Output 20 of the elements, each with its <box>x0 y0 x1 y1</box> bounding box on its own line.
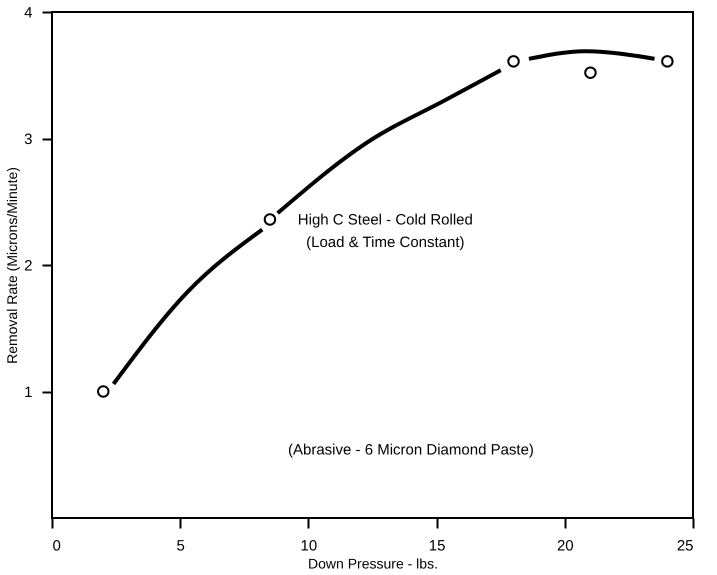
x-tick-label: 25 <box>676 538 694 554</box>
y-tick-label: 4 <box>24 4 32 22</box>
point <box>97 385 110 398</box>
point <box>264 213 276 226</box>
x-tick-label: 20 <box>556 538 574 554</box>
x-tick-label: 10 <box>300 538 318 554</box>
point <box>507 55 520 68</box>
x-tick-label: 5 <box>176 538 185 554</box>
x-tick-label: 0 <box>52 538 61 554</box>
point <box>584 66 597 79</box>
y-tick-label: 1 <box>24 384 32 401</box>
annotation: High C Steel - Cold Rolled <box>298 211 473 228</box>
y-tick-label: 3 <box>24 131 32 148</box>
y-tick-label: 2 <box>24 258 32 274</box>
point <box>661 55 674 68</box>
y-axis-title: Removal Rate (Microns/Minute) <box>4 167 20 364</box>
annotation: (Load & Time Constant) <box>306 234 465 252</box>
x-tick-label: 15 <box>428 538 446 554</box>
annotation: (Abrasive - 6 Micron Diamond Paste) <box>288 442 534 459</box>
x-axis-title: Down Pressure - lbs. <box>308 556 438 572</box>
